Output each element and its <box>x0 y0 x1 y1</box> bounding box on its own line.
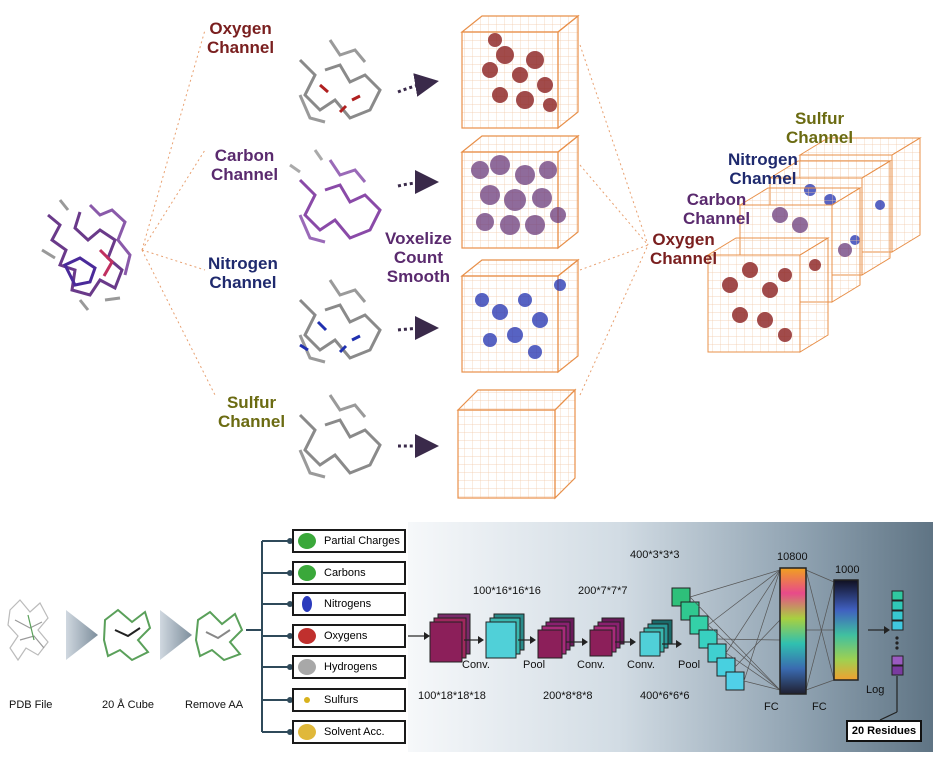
label-pdb-file: PDB File <box>9 699 53 711</box>
stack-label-carbon: Carbon Channel <box>683 190 751 228</box>
feature-sulfurs: Sulfurs <box>292 688 406 712</box>
label-nitrogen-channel: Nitrogen Channel <box>208 254 278 292</box>
stacked-channel-cubes <box>706 137 922 353</box>
solvent-acc-icon <box>298 724 316 740</box>
op-conv-3: Conv. <box>627 659 655 671</box>
label-sulfur-channel: Sulfur Channel <box>218 393 286 431</box>
layer-conv2-block <box>589 617 625 657</box>
hydrogens-icon <box>298 659 316 675</box>
fc2-bar <box>833 579 859 681</box>
feature-partial-charges: Partial Charges <box>292 529 406 553</box>
feature-solvent-acc: Solvent Acc. <box>292 720 406 744</box>
carbons-icon <box>298 565 316 581</box>
remove-aa-molecule-icon <box>194 610 244 662</box>
label-carbon-channel: Carbon Channel <box>211 146 279 184</box>
op-fc-2: FC <box>812 701 827 713</box>
nitrogen-molecule-icon <box>298 279 382 364</box>
op-fc-1: FC <box>764 701 779 713</box>
oxygen-molecule-icon <box>298 39 382 124</box>
stack-label-sulfur: Sulfur Channel <box>786 109 854 147</box>
voxel-cube-nitrogen <box>460 258 580 374</box>
label-voxelize-count-smooth: Voxelize Count Smooth <box>385 229 452 286</box>
source-molecule-icon <box>41 199 132 311</box>
layer-pool1-block <box>537 617 575 659</box>
voxel-cube-carbon <box>460 134 580 250</box>
layer-conv3-block <box>639 619 673 657</box>
pipeline-arrow-2 <box>160 610 192 660</box>
feature-carbons: Carbons <box>292 561 406 585</box>
dim-100-16: 100*16*16*16 <box>473 585 541 597</box>
output-column <box>891 590 904 676</box>
feature-nitrogens: Nitrogens <box>292 592 406 616</box>
op-log: Log <box>866 684 885 696</box>
label-20a-cube: 20 Å Cube <box>102 699 154 711</box>
feature-branch-tree <box>246 539 290 733</box>
label-remove-aa: Remove AA <box>185 699 244 711</box>
cube-molecule-icon <box>102 608 152 662</box>
dim-400-6: 400*6*6*6 <box>640 690 690 702</box>
arrow-carbon <box>397 170 439 195</box>
arrow-nitrogen <box>397 316 439 341</box>
sulfur-molecule-icon <box>298 394 382 479</box>
op-conv-2: Conv. <box>577 659 605 671</box>
dim-200-8: 200*8*8*8 <box>543 690 593 702</box>
layer-pool2-block <box>671 587 745 691</box>
op-pool-1: Pool <box>523 659 546 671</box>
stack-label-oxygen: Oxygen Channel <box>650 230 718 268</box>
dim-100-18: 100*18*18*18 <box>418 690 486 702</box>
fc1-bar <box>779 567 807 695</box>
carbon-molecule-icon <box>289 149 382 244</box>
dense-connections <box>689 569 835 691</box>
label-oxygen-channel: Oxygen Channel <box>207 19 275 57</box>
pdb-file-icon <box>7 599 49 662</box>
stack-label-nitrogen: Nitrogen Channel <box>728 150 798 188</box>
oxygens-icon <box>298 628 316 644</box>
sulfurs-icon <box>304 697 310 703</box>
feature-hydrogens: Hydrogens <box>292 655 406 679</box>
dim-400-3: 400*3*3*3 <box>630 549 680 561</box>
arrow-oxygen <box>397 73 439 97</box>
pipeline-arrow-1 <box>66 610 98 660</box>
dim-10800: 10800 <box>777 551 808 563</box>
voxel-cube-oxygen <box>460 14 580 130</box>
partial-charges-icon <box>298 533 316 549</box>
result-20-residues: 20 Residues <box>846 720 922 742</box>
op-conv-1: Conv. <box>462 659 490 671</box>
op-pool-2: Pool <box>678 659 701 671</box>
feature-oxygens: Oxygens <box>292 624 406 648</box>
dim-200-7: 200*7*7*7 <box>578 585 628 597</box>
layer-input-block <box>429 613 471 663</box>
voxel-cube-sulfur <box>456 388 577 500</box>
layer-conv1-block <box>485 613 525 659</box>
stack-cube-oxygen <box>706 237 830 353</box>
nitrogens-icon <box>302 596 312 612</box>
dim-1000: 1000 <box>835 564 860 576</box>
